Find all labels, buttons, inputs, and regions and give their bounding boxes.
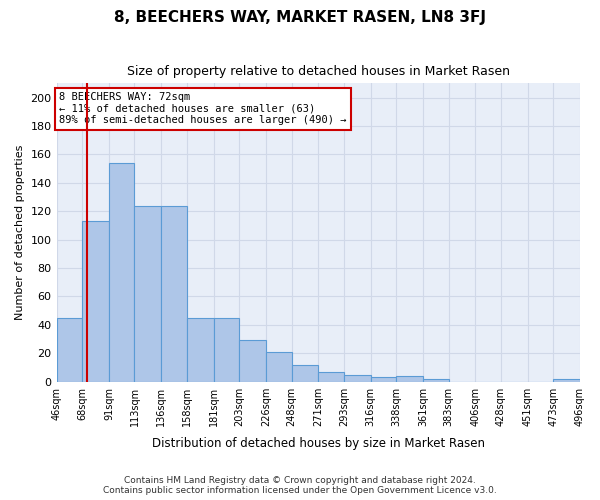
Bar bbox=[553, 379, 580, 382]
Title: Size of property relative to detached houses in Market Rasen: Size of property relative to detached ho… bbox=[127, 65, 510, 78]
Text: Contains HM Land Registry data © Crown copyright and database right 2024.
Contai: Contains HM Land Registry data © Crown c… bbox=[103, 476, 497, 495]
Bar bbox=[82, 221, 109, 382]
Bar bbox=[423, 379, 449, 382]
Bar bbox=[134, 206, 161, 382]
Bar bbox=[344, 374, 371, 382]
Bar bbox=[371, 378, 396, 382]
Bar bbox=[266, 352, 292, 382]
X-axis label: Distribution of detached houses by size in Market Rasen: Distribution of detached houses by size … bbox=[152, 437, 485, 450]
Y-axis label: Number of detached properties: Number of detached properties bbox=[15, 145, 25, 320]
Text: 8, BEECHERS WAY, MARKET RASEN, LN8 3FJ: 8, BEECHERS WAY, MARKET RASEN, LN8 3FJ bbox=[114, 10, 486, 25]
Bar bbox=[187, 318, 214, 382]
Bar bbox=[56, 318, 82, 382]
Text: 8 BEECHERS WAY: 72sqm
← 11% of detached houses are smaller (63)
89% of semi-deta: 8 BEECHERS WAY: 72sqm ← 11% of detached … bbox=[59, 92, 347, 126]
Bar bbox=[292, 364, 318, 382]
Bar bbox=[214, 318, 239, 382]
Bar bbox=[318, 372, 344, 382]
Bar bbox=[396, 376, 423, 382]
Bar bbox=[239, 340, 266, 382]
Bar bbox=[109, 163, 134, 382]
Bar bbox=[161, 206, 187, 382]
